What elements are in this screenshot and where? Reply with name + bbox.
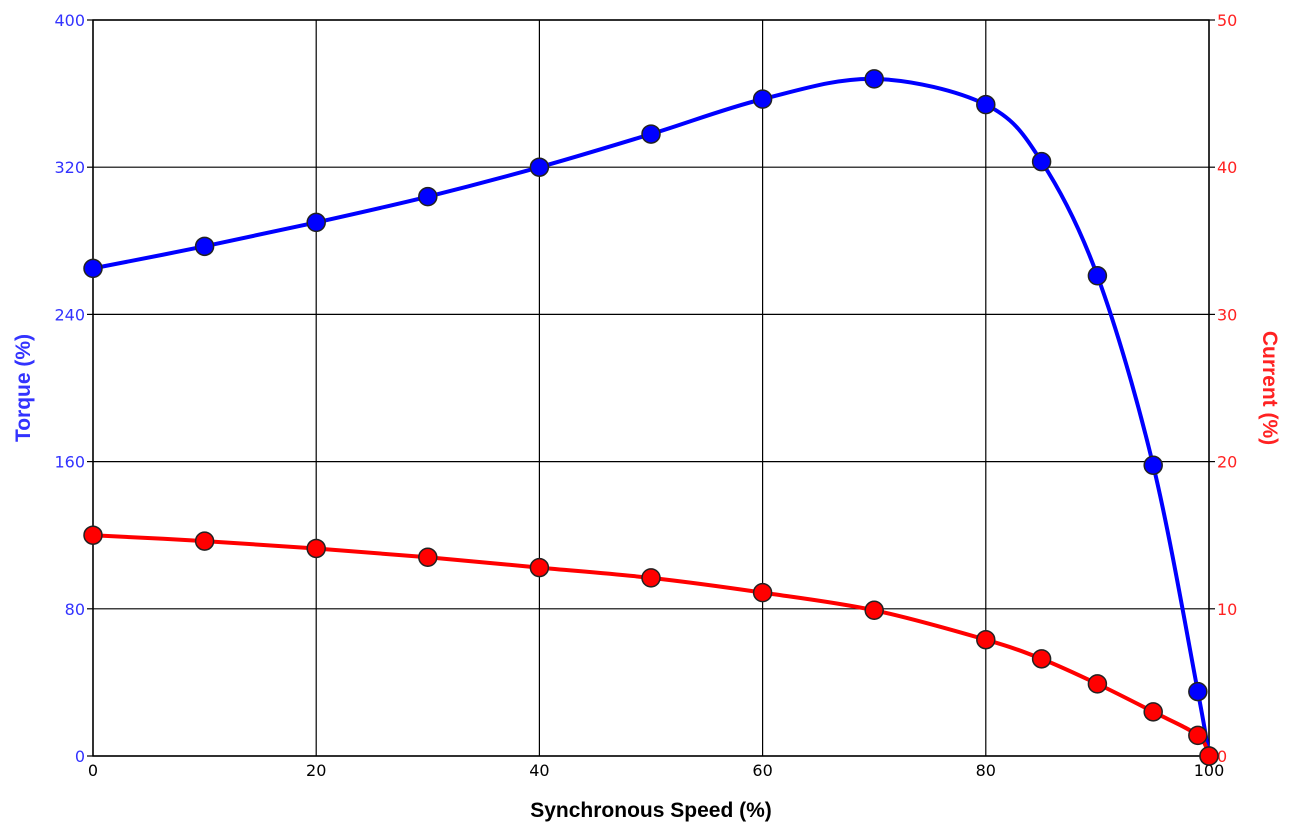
- x-axis-title: Synchronous Speed (%): [530, 799, 772, 822]
- torque-data-point: [1087, 266, 1108, 286]
- current-data-point: [194, 531, 215, 551]
- current-data-point: [418, 547, 438, 568]
- right-tick-label: 40: [1217, 158, 1237, 177]
- x-tick-label: 80: [976, 761, 996, 780]
- torque-data-point: [529, 157, 550, 177]
- right-tick-label: 10: [1217, 600, 1237, 619]
- left-axis-title: Torque (%): [12, 334, 35, 442]
- torque-data-point: [976, 94, 996, 115]
- right-tick-label: 20: [1217, 453, 1237, 472]
- left-tick-label: 160: [54, 453, 85, 472]
- torque-data-point: [194, 236, 215, 257]
- torque-data-point: [306, 212, 326, 233]
- x-tick-label: 60: [752, 761, 772, 780]
- torque-data-point: [1143, 455, 1163, 476]
- torque-data-point: [418, 186, 438, 207]
- right-axis-title: Current (%): [1258, 331, 1281, 445]
- x-tick-label: 40: [529, 761, 549, 780]
- current-data-point: [1199, 746, 1219, 766]
- right-tick-label: 0: [1217, 747, 1227, 766]
- plot-frame: [92, 19, 1210, 757]
- left-tick-label: 320: [54, 158, 85, 177]
- current-data-point: [864, 600, 884, 621]
- left-tick-label: 0: [75, 747, 85, 766]
- torque-data-point: [752, 89, 773, 109]
- current-data-point: [306, 538, 326, 559]
- left-tick-label: 240: [54, 305, 85, 324]
- current-data-point: [529, 557, 550, 578]
- series-markers: [83, 69, 1219, 766]
- current-data-point: [1188, 725, 1208, 746]
- current-data-point: [1087, 674, 1108, 694]
- torque-data-point: [641, 124, 661, 144]
- torque-data-point: [1031, 151, 1052, 172]
- right-tick-label: 50: [1217, 11, 1237, 30]
- x-tick-label: 100: [1194, 761, 1225, 780]
- right-tick-label: 30: [1217, 305, 1237, 324]
- current-data-point: [1143, 702, 1163, 722]
- current-data-point: [641, 568, 661, 588]
- current-data-point: [976, 629, 996, 650]
- x-tick-label: 0: [88, 761, 98, 780]
- torque-data-point: [1188, 681, 1208, 702]
- current-data-point: [83, 525, 103, 545]
- current-data-point: [752, 582, 773, 603]
- torque-data-point: [864, 69, 884, 89]
- left-tick-label: 400: [54, 11, 85, 30]
- current-data-point: [1031, 649, 1052, 669]
- torque-data-point: [83, 258, 103, 279]
- left-tick-label: 80: [65, 600, 85, 619]
- x-tick-label: 20: [306, 761, 326, 780]
